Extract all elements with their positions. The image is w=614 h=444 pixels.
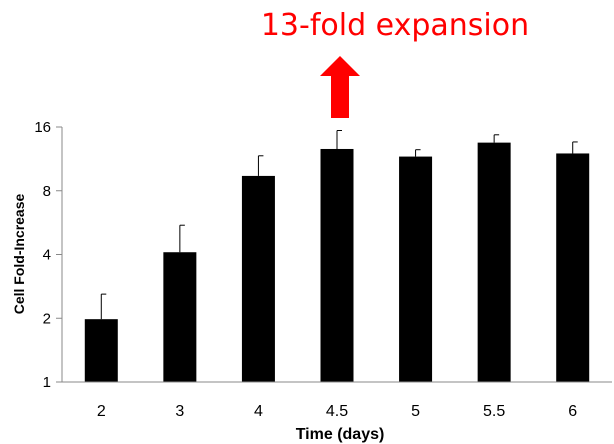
y-tick-label: 8 [43,183,51,200]
y-tick-label: 16 [34,119,51,136]
x-tick-label: 3 [175,403,184,420]
bar [477,142,511,382]
bar [556,153,590,382]
x-tick-label: 5 [411,403,420,420]
bar [163,252,197,382]
y-tick-label: 2 [43,310,51,327]
y-axis-label: Cell Fold-Increase [11,193,27,314]
y-axis-ticks: 1 2 4 8 16 [34,119,62,391]
x-tick-label: 6 [568,403,577,420]
x-tick-label: 5.5 [483,403,505,420]
x-tick-label: 2 [97,403,106,420]
bar-series [84,142,590,382]
bar [320,148,354,382]
bar [399,156,433,382]
bar [241,175,275,382]
y-tick-label: 1 [43,374,51,391]
error-bars [100,130,578,320]
up-arrow-icon [320,56,360,118]
bar [84,319,118,382]
x-tick-label: 4.5 [326,403,348,420]
fold-expansion-annotation: 13-fold expansion [260,8,530,43]
x-axis-label: Time (days) [296,426,385,443]
y-tick-label: 4 [43,247,51,264]
x-axis-ticks: 2 3 4 4.5 5 5.5 6 [97,403,577,420]
x-tick-label: 4 [254,403,263,420]
